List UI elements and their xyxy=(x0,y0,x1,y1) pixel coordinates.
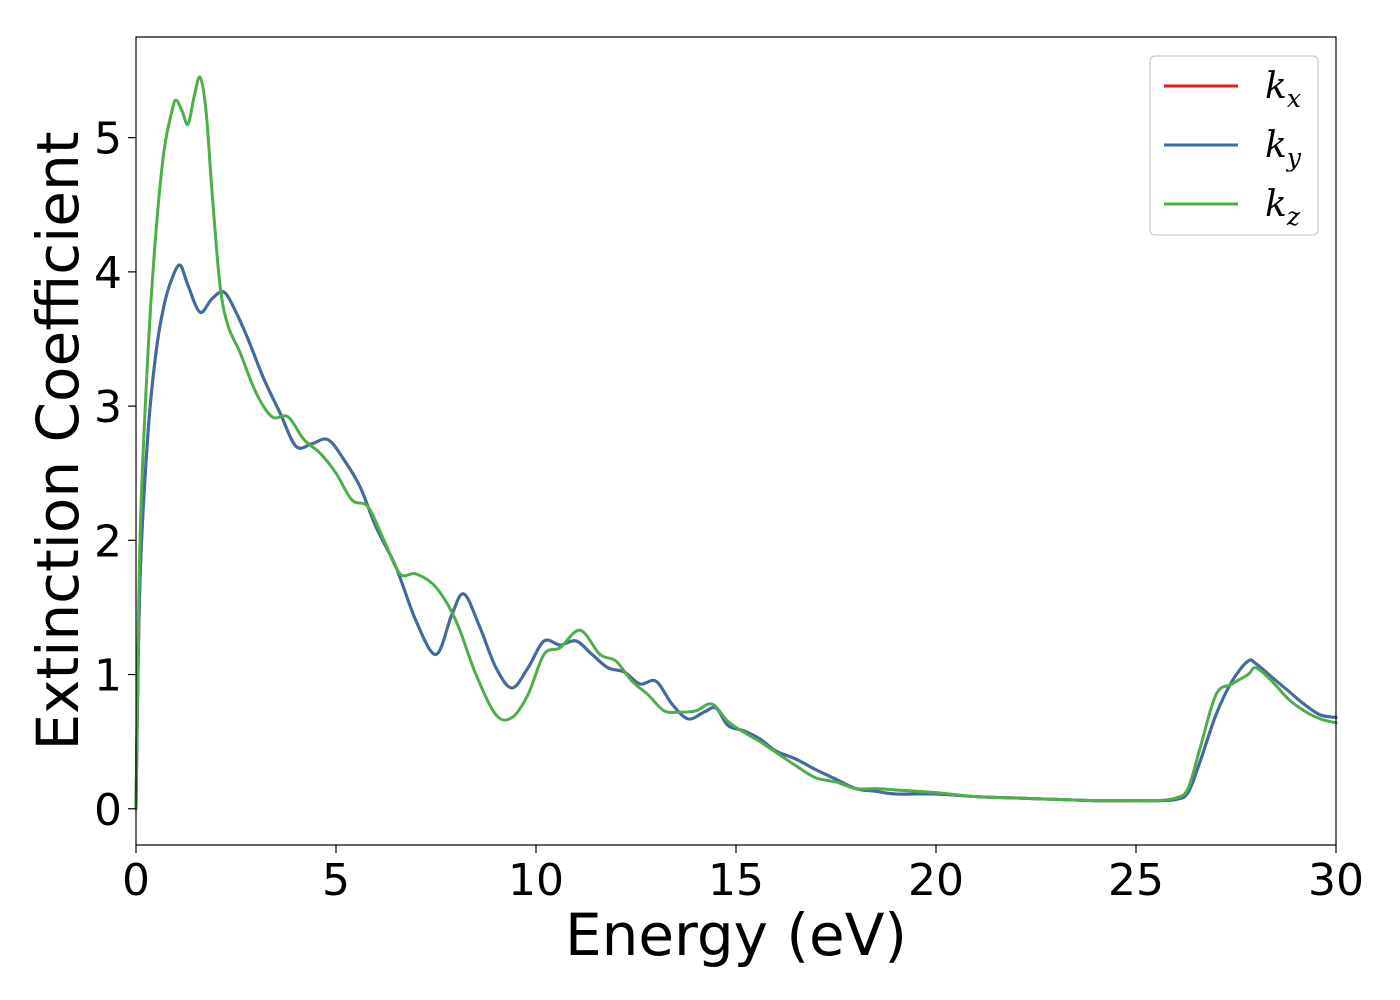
legend-label-kx: kx xyxy=(1265,66,1301,113)
plot-area xyxy=(134,36,1338,846)
x-tick-label: 15 xyxy=(708,855,764,906)
y-axis-title: Extinction Coefficient xyxy=(24,132,92,751)
series-layer xyxy=(134,75,1338,811)
x-axis-title: Energy (eV) xyxy=(565,901,907,969)
y-tick-label: 2 xyxy=(94,516,122,567)
x-tick-label: 5 xyxy=(322,855,350,906)
x-tick-label: 10 xyxy=(508,855,564,906)
x-axis-ticks: 0 5 10 15 20 25 30 xyxy=(122,845,1364,906)
legend: kx ky kz xyxy=(1149,55,1319,236)
x-tick-label: 25 xyxy=(1108,855,1164,906)
legend-label-ky: ky xyxy=(1265,125,1302,172)
y-tick-label: 5 xyxy=(94,114,122,165)
y-axis-ticks: 0 1 2 3 4 5 xyxy=(94,114,136,836)
x-tick-label: 30 xyxy=(1308,855,1364,906)
y-tick-label: 1 xyxy=(94,651,122,702)
plot-background xyxy=(136,37,1336,845)
x-tick-label: 0 xyxy=(122,855,150,906)
y-tick-label: 0 xyxy=(94,785,122,836)
legend-label-kz: kz xyxy=(1265,184,1301,231)
series-line-kz xyxy=(134,75,1338,811)
y-tick-label: 4 xyxy=(94,248,122,299)
x-tick-label: 20 xyxy=(908,855,964,906)
y-tick-label: 3 xyxy=(94,382,122,433)
